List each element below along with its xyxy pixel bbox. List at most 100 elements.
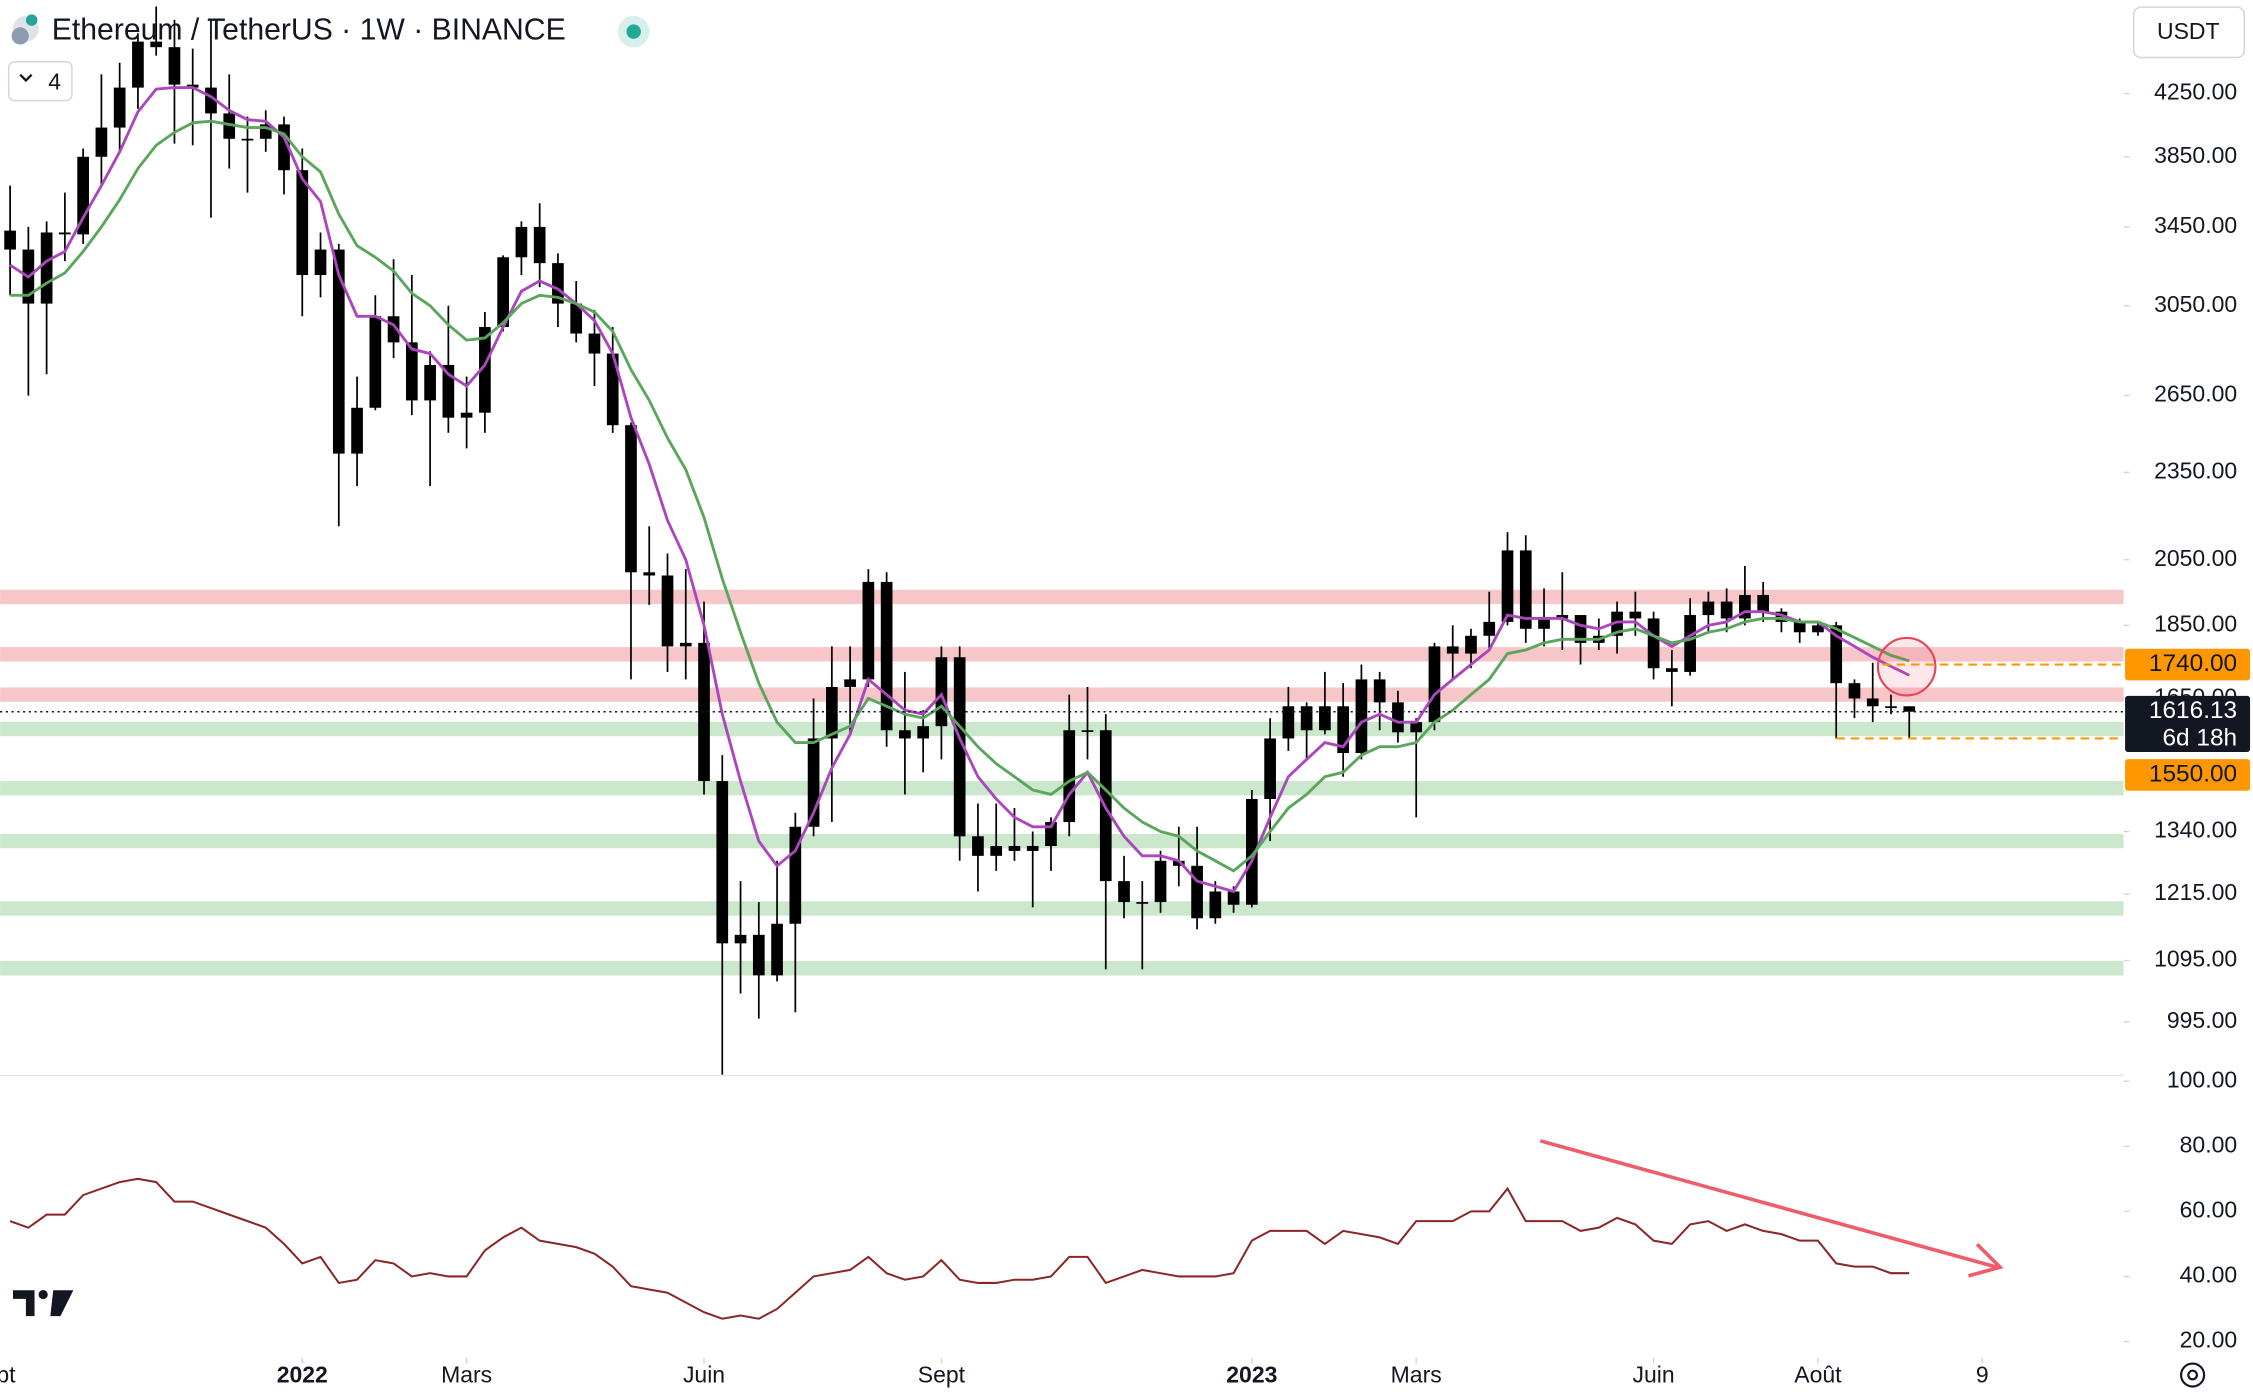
candle-body	[1611, 611, 1623, 636]
candle-body	[1720, 601, 1733, 619]
logo-part	[12, 1290, 35, 1317]
x-tick-label: Juin	[683, 1362, 725, 1388]
candle-body	[1264, 738, 1276, 799]
candle-body	[1501, 550, 1514, 622]
candle-body	[497, 257, 509, 328]
candle-body	[1337, 706, 1349, 754]
candle-body	[1556, 615, 1569, 619]
candle-body	[1392, 702, 1404, 733]
arrow-line	[1539, 1139, 1998, 1269]
header: Ethereum / TetherUS · 1W · BINANCE 4 USD…	[7, 6, 2246, 102]
zone	[0, 687, 2124, 702]
rsi-line	[9, 1177, 1910, 1320]
y-tick-label: 20.00	[2180, 1327, 2237, 1353]
last-price-label: 1616.13	[2149, 697, 2237, 724]
candle-body	[40, 232, 53, 304]
candle-body	[1136, 902, 1149, 904]
candle-body	[606, 353, 619, 426]
candle-body	[332, 249, 345, 454]
moving-average	[10, 119, 1910, 873]
y-tick-label: 3850.00	[2154, 142, 2237, 168]
candle-body	[296, 170, 309, 276]
settings-icon[interactable]	[2180, 1362, 2206, 1388]
candle-body	[588, 333, 601, 354]
candle-body	[789, 826, 802, 924]
x-tick-label: Juin	[1633, 1362, 1675, 1388]
candle-body	[369, 316, 382, 408]
candle-body	[442, 364, 455, 418]
candle-body	[1885, 706, 1897, 708]
candle-body	[77, 156, 89, 235]
candle-body	[186, 84, 199, 88]
level-label: 1740.00	[2149, 650, 2237, 677]
candle-body	[844, 679, 856, 687]
candle-body	[990, 845, 1003, 856]
last-price-box	[2125, 695, 2251, 752]
candle-body	[1848, 683, 1861, 699]
y-tick-label: 3050.00	[2154, 291, 2237, 317]
candle-body	[1538, 618, 1550, 629]
candle-body	[1647, 618, 1660, 669]
candle-body	[132, 41, 144, 88]
candle-body	[205, 87, 217, 114]
y-tick-label: 1340.00	[2154, 817, 2237, 843]
candle-body	[168, 47, 181, 85]
candle-body	[1446, 646, 1459, 654]
candle-body	[150, 41, 163, 48]
candle-body	[734, 934, 747, 944]
moving-average	[9, 86, 1910, 894]
zones	[0, 589, 2124, 976]
y-tick-label: 1215.00	[2154, 879, 2237, 905]
candle-body	[1154, 860, 1167, 903]
candle-body	[1684, 615, 1696, 672]
currency-button[interactable]	[2132, 6, 2246, 59]
candle-body	[1483, 621, 1496, 636]
candle-body	[1775, 611, 1788, 622]
candle-body	[351, 407, 363, 454]
candle-body	[899, 730, 911, 739]
level-box	[2125, 648, 2251, 681]
level-box	[2125, 759, 2251, 791]
candle-body	[1282, 706, 1295, 739]
candle-body	[1739, 594, 1751, 619]
candle-body	[1300, 706, 1313, 731]
status-dot	[626, 24, 641, 39]
highlight-circle	[1876, 636, 1937, 697]
chart-title: Ethereum / TetherUS · 1W · BINANCE	[52, 14, 566, 47]
countdown-label: 6d 18h	[2162, 724, 2237, 751]
candle-body	[1519, 550, 1532, 629]
candle-body	[1172, 860, 1185, 866]
y-tick-label: 4250.00	[2154, 79, 2237, 105]
candle-body	[807, 738, 820, 827]
y-tick-label: 1850.00	[2154, 610, 2237, 636]
candle-body	[1008, 845, 1021, 851]
x-tick-label: Mars	[441, 1362, 492, 1388]
level-label: 1550.00	[2149, 760, 2237, 787]
x-tick-label: 2023	[1226, 1362, 1277, 1388]
candle-body	[1793, 621, 1806, 633]
candle-body	[387, 316, 400, 343]
candle-body	[59, 232, 71, 235]
candle-body	[223, 113, 236, 139]
x-tick-label: Sept	[0, 1362, 16, 1388]
candle-body	[479, 327, 491, 413]
y-tick-label: 2050.00	[2154, 545, 2237, 571]
gear	[2187, 1369, 2198, 1381]
y-tick-label: 80.00	[2180, 1131, 2237, 1157]
candle-body	[771, 923, 783, 976]
candle-body	[625, 425, 637, 573]
candle-body	[1666, 668, 1678, 672]
zone	[0, 721, 2124, 737]
chevron	[19, 73, 33, 83]
zone	[0, 833, 2124, 849]
x-tick-label: 2022	[277, 1362, 328, 1388]
candle-body	[826, 686, 838, 739]
candle-body	[424, 364, 436, 401]
candle-body	[1118, 881, 1130, 903]
candle-body	[1355, 679, 1368, 754]
zone	[0, 589, 2124, 605]
candle-body	[1209, 891, 1222, 919]
collapse-button[interactable]	[7, 61, 73, 102]
